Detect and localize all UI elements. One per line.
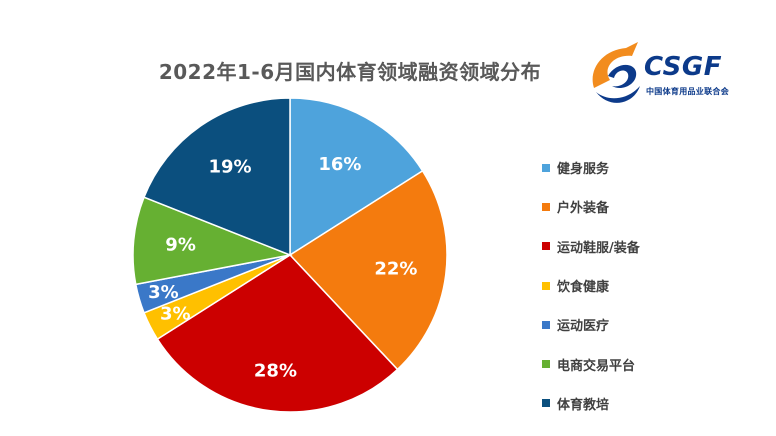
logo-text: CSGF xyxy=(644,52,722,82)
legend-swatch xyxy=(542,320,550,329)
legend-label: 运动医疗 xyxy=(557,319,610,335)
pie-slice-label-7: 19% xyxy=(208,157,251,178)
pie-slice-6 xyxy=(132,196,293,286)
logo-swoosh-icon xyxy=(592,42,640,103)
legend-label: 健身服务 xyxy=(557,162,610,178)
logo-subtext: 中国体育用品业联合会 xyxy=(646,87,729,96)
pie-slice-label-2: 22% xyxy=(374,258,417,279)
legend-item-6: 电商交易平台 xyxy=(542,344,640,383)
pie-slice-label-4: 3% xyxy=(160,303,191,324)
legend-label: 饮食健康 xyxy=(557,280,610,296)
legend-item-7: 体育教培 xyxy=(542,384,640,423)
pie-slice-label-6: 9% xyxy=(165,235,196,256)
legend-swatch xyxy=(542,202,550,211)
legend-item-1: 健身服务 xyxy=(542,148,640,187)
pie-slice-3 xyxy=(156,254,399,413)
legend-swatch xyxy=(542,163,550,172)
legend-item-5: 运动医疗 xyxy=(542,305,640,344)
legend-label: 户外装备 xyxy=(557,201,610,217)
pie-slice-1 xyxy=(289,97,424,257)
legend-item-3: 运动鞋服/装备 xyxy=(542,227,640,266)
pie-slice-2 xyxy=(288,169,448,371)
pie-slice-label-3: 28% xyxy=(254,360,297,381)
legend-item-2: 户外装备 xyxy=(542,187,640,226)
pie-slice-label-1: 16% xyxy=(318,154,361,175)
pie-slice-7 xyxy=(143,97,291,257)
legend-label: 体育教培 xyxy=(557,397,610,413)
legend-label: 运动鞋服/装备 xyxy=(557,240,640,256)
legend-label: 电商交易平台 xyxy=(557,358,636,374)
chart-title: 2022年1-6月国内体育领域融资领域分布 xyxy=(158,60,542,84)
chart-legend: 健身服务户外装备运动鞋服/装备 饮食健康运动医疗电商交易平台 体育教培 xyxy=(542,148,640,423)
legend-item-4: 饮食健康 xyxy=(542,266,640,305)
legend-swatch xyxy=(542,281,550,290)
csgf-logo: CSGF 中国体育用品业联合会 xyxy=(586,40,746,112)
legend-swatch xyxy=(542,360,550,369)
legend-swatch xyxy=(542,242,550,251)
legend-swatch xyxy=(542,399,550,408)
pie-slice-label-5: 3% xyxy=(148,282,179,303)
